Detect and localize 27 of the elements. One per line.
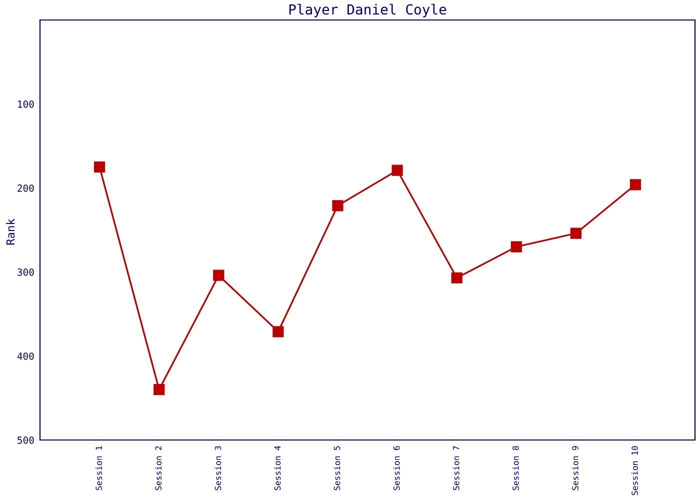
- x-tick-label: Session 10: [631, 446, 638, 496]
- y-tick-label: 300: [18, 268, 34, 276]
- x-tick-label: Session 9: [572, 446, 578, 490]
- point: [630, 179, 642, 190]
- point: [213, 270, 224, 281]
- x-tick-label: Session 1: [96, 446, 102, 490]
- x-tick-label: Session 6: [393, 446, 400, 490]
- point: [570, 228, 582, 239]
- y-tick-label: 400: [17, 352, 34, 360]
- point: [272, 326, 284, 338]
- y-tick-label: 500: [18, 436, 34, 444]
- x-tick-label: Session 3: [214, 446, 222, 490]
- point: [94, 161, 106, 173]
- point: [332, 200, 344, 212]
- point: [451, 272, 462, 284]
- y-tick-label: 200: [18, 184, 34, 192]
- x-tick-label: Session 7: [452, 446, 460, 490]
- y-axis-title: Rank: [6, 218, 15, 245]
- point: [154, 384, 165, 396]
- x-tick-label: Session 4: [274, 446, 281, 490]
- x-tick-label: Session 8: [512, 446, 519, 490]
- point: [510, 241, 522, 252]
- chart-title: Player Daniel Coyle: [289, 4, 446, 18]
- point: [392, 164, 403, 176]
- x-tick-label: Session 2: [155, 446, 162, 490]
- x-tick-label: Session 5: [334, 446, 340, 490]
- y-tick-label: 100: [18, 100, 34, 108]
